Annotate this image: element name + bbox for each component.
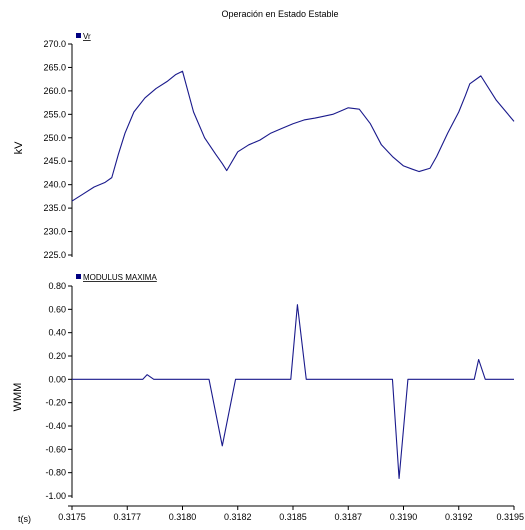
voltage-y-tick-label: 255.0 bbox=[43, 109, 66, 119]
voltage-y-tick-label: 225.0 bbox=[43, 250, 66, 260]
chart-title: Operación en Estado Estable bbox=[221, 9, 338, 19]
x-tick-label: 0.3185 bbox=[279, 512, 307, 522]
wmm-legend-marker bbox=[76, 274, 81, 279]
x-tick-label: 0.3187 bbox=[334, 512, 362, 522]
voltage-plot: 270.0 265.0 260.0 255.0 250.0 245.0 240.0 235.0… bbox=[43, 39, 514, 260]
wmm-y-tick-label: 0.20 bbox=[48, 351, 66, 361]
wmm-y-tick-label: 0.00 bbox=[48, 374, 66, 384]
voltage-y-tick-label: 230.0 bbox=[43, 227, 66, 237]
wmm-y-tick-label: -0.20 bbox=[45, 398, 66, 408]
x-tick-label: 0.3175 bbox=[58, 512, 86, 522]
wmm-y-tick-label: -1.00 bbox=[45, 491, 66, 501]
x-axis: 0.3175 0.3177 0.3180 0.3182 0.3185 0.3187 0.31… bbox=[58, 506, 524, 522]
voltage-y-tick-label: 240.0 bbox=[43, 180, 66, 190]
wmm-y-tick-label: 0.80 bbox=[48, 281, 66, 291]
voltage-y-tick-label: 260.0 bbox=[43, 86, 66, 96]
wmm-y-tick-label: 0.60 bbox=[48, 304, 66, 314]
x-tick-label: 0.3192 bbox=[445, 512, 473, 522]
wmm-panel: MODULUS MAXIMA WMM bbox=[12, 273, 157, 411]
x-tick-label: 0.3182 bbox=[224, 512, 252, 522]
x-tick-label: 0.3195 bbox=[496, 512, 524, 522]
voltage-legend-marker bbox=[76, 33, 81, 38]
voltage-axis-label: kV bbox=[13, 141, 25, 155]
voltage-series-line bbox=[72, 71, 514, 201]
x-axis-label: t(s) bbox=[18, 514, 31, 524]
x-tick-label: 0.3180 bbox=[169, 512, 197, 522]
x-tick-label: 0.3190 bbox=[390, 512, 418, 522]
wmm-y-tick-label: 0.40 bbox=[48, 328, 66, 338]
wmm-y-tick-label: -0.80 bbox=[45, 468, 66, 478]
wmm-plot: 0.80 0.60 0.40 0.20 0.00 -0.20 -0.40 -0.60 -0.80… bbox=[45, 281, 514, 501]
voltage-legend-label: Vr bbox=[83, 32, 91, 41]
wmm-y-tick-label: -0.40 bbox=[45, 421, 66, 431]
voltage-y-tick-label: 235.0 bbox=[43, 203, 66, 213]
wmm-axis-label: WMM bbox=[12, 383, 24, 412]
wmm-series-line bbox=[72, 305, 514, 479]
voltage-y-tick-label: 265.0 bbox=[43, 62, 66, 72]
voltage-y-tick-label: 270.0 bbox=[43, 39, 66, 49]
voltage-y-tick-label: 250.0 bbox=[43, 133, 66, 143]
wmm-y-tick-label: -0.60 bbox=[45, 444, 66, 454]
wmm-legend-label: MODULUS MAXIMA bbox=[83, 273, 157, 282]
x-tick-label: 0.3177 bbox=[113, 512, 141, 522]
voltage-y-tick-label: 245.0 bbox=[43, 156, 66, 166]
